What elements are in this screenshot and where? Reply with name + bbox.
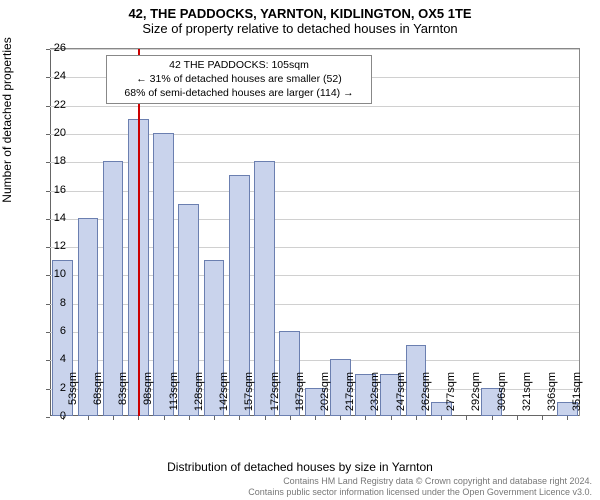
xtick-label: 292sqm	[470, 372, 482, 422]
histogram-chart: 42 THE PADDOCKS: 105sqm← 31% of detached…	[50, 48, 580, 416]
xtick-mark	[189, 416, 190, 420]
xtick-mark	[391, 416, 392, 420]
xtick-mark	[138, 416, 139, 420]
footer-line1: Contains HM Land Registry data © Crown c…	[248, 476, 592, 487]
xtick-label: 98sqm	[142, 372, 154, 422]
annotation-line1: 42 THE PADDOCKS: 105sqm	[113, 58, 365, 72]
xtick-mark	[365, 416, 366, 420]
xtick-mark	[265, 416, 266, 420]
xtick-label: 321sqm	[521, 372, 533, 422]
xtick-mark	[492, 416, 493, 420]
footer-line2: Contains public sector information licen…	[248, 487, 592, 498]
ytick-label: 0	[36, 410, 66, 422]
xtick-mark	[88, 416, 89, 420]
ytick-label: 24	[36, 70, 66, 82]
xtick-mark	[567, 416, 568, 420]
xtick-mark	[441, 416, 442, 420]
annotation-line2: ← 31% of detached houses are smaller (52…	[113, 72, 365, 86]
ytick-label: 12	[36, 240, 66, 252]
xtick-label: 217sqm	[344, 372, 356, 422]
gridline	[50, 49, 579, 50]
reference-line	[138, 49, 140, 416]
xtick-label: 336sqm	[546, 372, 558, 422]
xtick-mark	[466, 416, 467, 420]
ytick-label: 26	[36, 42, 66, 54]
xtick-label: 187sqm	[294, 372, 306, 422]
ytick-label: 10	[36, 268, 66, 280]
xtick-mark	[542, 416, 543, 420]
xtick-label: 142sqm	[218, 372, 230, 422]
xtick-label: 202sqm	[319, 372, 331, 422]
xtick-mark	[164, 416, 165, 420]
y-axis-label: Number of detached properties	[0, 10, 14, 230]
xtick-label: 351sqm	[571, 372, 583, 422]
xtick-label: 247sqm	[395, 372, 407, 422]
ytick-label: 8	[36, 297, 66, 309]
ytick-label: 22	[36, 99, 66, 111]
page-subtitle: Size of property relative to detached ho…	[0, 21, 600, 40]
xtick-label: 113sqm	[168, 372, 180, 422]
gridline	[50, 106, 579, 107]
ytick-label: 18	[36, 155, 66, 167]
xtick-mark	[416, 416, 417, 420]
ytick-label: 14	[36, 212, 66, 224]
xtick-mark	[214, 416, 215, 420]
xtick-label: 83sqm	[117, 372, 129, 422]
xtick-label: 232sqm	[369, 372, 381, 422]
ytick-label: 2	[36, 382, 66, 394]
xtick-mark	[113, 416, 114, 420]
xtick-label: 157sqm	[243, 372, 255, 422]
ytick-label: 4	[36, 353, 66, 365]
xtick-label: 262sqm	[420, 372, 432, 422]
xtick-mark	[340, 416, 341, 420]
footer-attribution: Contains HM Land Registry data © Crown c…	[248, 476, 592, 499]
annotation-box: 42 THE PADDOCKS: 105sqm← 31% of detached…	[106, 55, 372, 104]
xtick-mark	[517, 416, 518, 420]
xtick-mark	[239, 416, 240, 420]
ytick-label: 16	[36, 184, 66, 196]
xtick-label: 277sqm	[445, 372, 457, 422]
xtick-mark	[290, 416, 291, 420]
xtick-mark	[315, 416, 316, 420]
xtick-label: 53sqm	[67, 372, 79, 422]
ytick-label: 6	[36, 325, 66, 337]
xtick-label: 172sqm	[269, 372, 281, 422]
x-axis-label: Distribution of detached houses by size …	[0, 460, 600, 474]
ytick-label: 20	[36, 127, 66, 139]
xtick-label: 68sqm	[92, 372, 104, 422]
xtick-label: 128sqm	[193, 372, 205, 422]
page-title-address: 42, THE PADDOCKS, YARNTON, KIDLINGTON, O…	[0, 0, 600, 21]
annotation-line3: 68% of semi-detached houses are larger (…	[113, 86, 365, 100]
xtick-label: 306sqm	[496, 372, 508, 422]
